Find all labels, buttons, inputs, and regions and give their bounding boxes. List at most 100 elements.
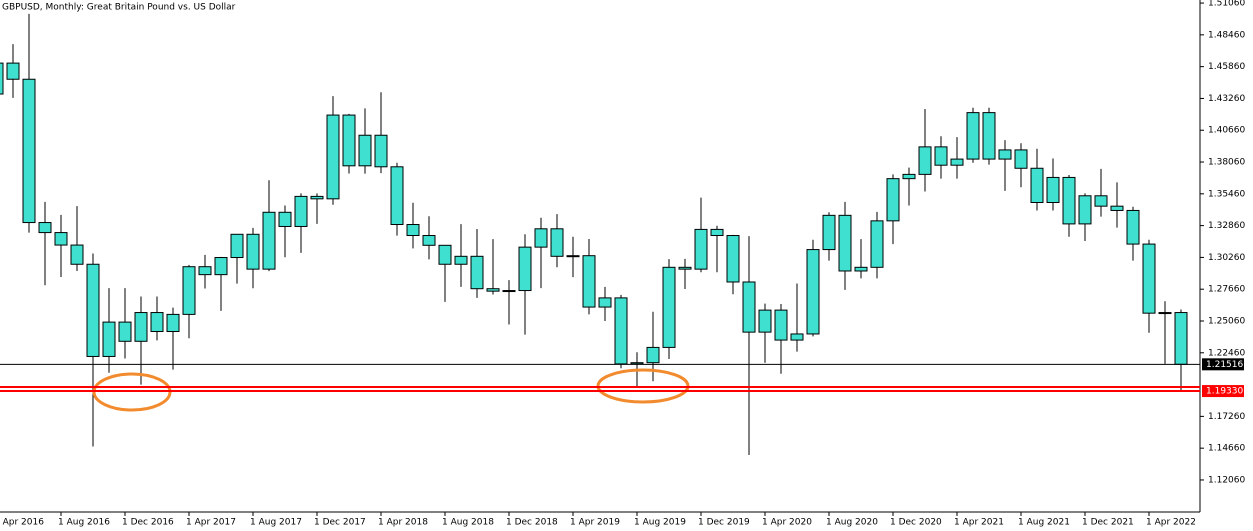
candle-body [710,228,724,237]
candle-body [662,266,676,348]
candle-body [886,178,900,222]
y-tick-label: 1.38060 [1208,158,1245,168]
x-tick-label: 1 Aug 2020 [826,518,878,528]
candle-body [6,62,20,80]
candle-body [406,224,420,237]
candle-body [470,255,484,290]
candle-body [150,312,164,333]
candle-body [38,222,52,234]
candle-body [774,309,788,341]
candle-body [1174,312,1188,365]
candle-body [486,288,500,292]
y-tick-label: 1.25060 [1208,316,1245,326]
y-tick-label: 1.32860 [1208,221,1245,231]
y-tick-label: 1.35460 [1208,189,1245,199]
candle-body [854,266,868,272]
candle-body [630,362,644,365]
y-tick-label: 1.14660 [1208,444,1245,454]
candle-body [1158,312,1172,315]
candle-body [1094,195,1108,207]
candle-body [982,112,996,160]
candle-body [1126,209,1140,245]
candle-body [54,232,68,246]
x-tick-label: 1 Dec 2017 [314,518,366,528]
candle-body [102,321,116,357]
candle-body [518,246,532,292]
price-label-box [1202,385,1244,398]
candle-body [0,62,4,95]
x-tick-label: 1 Dec 2020 [890,518,942,528]
candle-body [262,211,276,270]
candle-body [118,321,132,342]
candle-body [758,309,772,333]
candle-body [902,173,916,180]
x-tick-label: 1 Apr 2020 [762,518,812,528]
x-tick-label: 1 Apr 2022 [1146,518,1196,528]
candle-body [166,313,180,333]
candle-body [294,195,308,227]
candle-body [230,233,244,259]
x-tick-label: 1 Dec 2019 [698,518,750,528]
chart-title: GBPUSD, Monthly: Great Britain Pound vs.… [2,3,236,13]
candle-body [390,166,404,226]
candle-body [342,114,356,167]
candle-body [1110,205,1124,211]
x-tick-label: 1 Apr 2017 [186,518,236,528]
y-tick-label: 1.22460 [1208,348,1245,358]
y-tick-label: 1.43260 [1208,94,1245,104]
x-tick-label: 1 Aug 2017 [250,518,302,528]
candle-body [838,214,852,272]
candle-body [742,281,756,333]
x-tick-label: 1 Aug 2018 [442,518,494,528]
candle-body [806,249,820,335]
candle-body [182,266,196,315]
candle-body [278,211,292,227]
y-tick-label: 1.40660 [1208,126,1245,136]
price-label: 1.19330 [1206,387,1243,397]
candle-body [134,312,148,342]
y-tick-label: 1.12060 [1208,475,1245,485]
x-tick-label: 1 Dec 2018 [506,518,558,528]
candle-body [1014,149,1028,169]
x-tick-label: 1 Apr 2019 [570,518,620,528]
y-tick-label: 1.30260 [1208,253,1245,263]
candle-body [454,255,468,265]
x-tick-label: 1 Apr 2021 [954,518,1004,528]
candle-body [966,112,980,160]
candle-body [1030,167,1044,204]
candle-body [502,290,516,293]
x-tick-label: 1 Dec 2016 [122,518,174,528]
candle-body [918,146,932,175]
candle-body [1142,243,1156,314]
candle-body [374,134,388,168]
candle-body [310,195,324,200]
candle-body [566,255,580,258]
candle-body [1046,176,1060,204]
candle-body [326,114,340,200]
candle-body [22,78,36,224]
candle-body [694,228,708,270]
candle-body [582,255,596,308]
x-tick-label: 1 Apr 2018 [378,518,428,528]
candle-body [1062,176,1076,225]
candle-body [870,220,884,268]
candle-body [246,233,260,270]
candle-body [214,257,228,276]
candle-body [86,263,100,357]
candle-body [598,297,612,308]
price-label: 1.21516 [1206,360,1243,370]
candle-body [998,149,1012,160]
candle-body [790,333,804,341]
y-tick-label: 1.51060 [1208,0,1245,9]
candle-body [1078,195,1092,225]
candle-body [678,266,692,270]
candle-body [550,228,564,257]
candle-body [70,244,84,265]
candle-body [614,297,628,365]
x-tick-label: 1 Aug 2021 [1018,518,1070,528]
x-tick-label: 1 Apr 2016 [0,518,44,528]
candle-body [438,244,452,265]
y-tick-label: 1.45860 [1208,62,1245,72]
y-tick-label: 1.48460 [1208,30,1245,40]
